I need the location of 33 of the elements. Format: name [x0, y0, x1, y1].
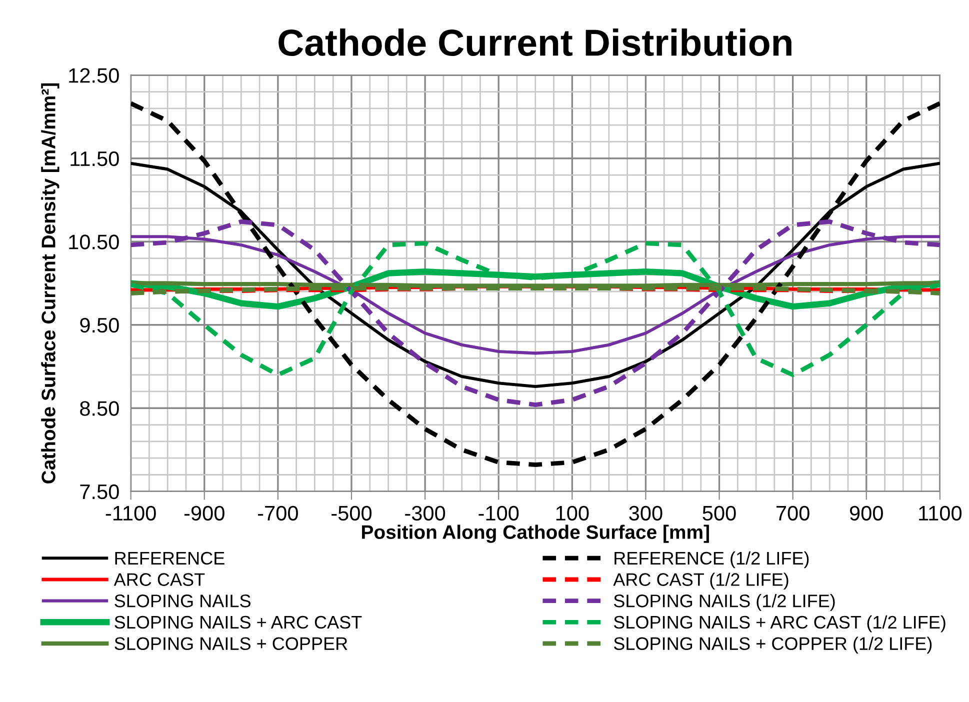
x-axis-title: Position Along Cathode Surface [mm] [362, 524, 709, 543]
y-axis-title: Cathode Surface Current Density [mA/mm²] [41, 83, 60, 484]
x-tick-label: -1100 [106, 506, 156, 521]
legend-label: SLOPING NAILS + COPPER (1/2 LIFE) [614, 636, 932, 654]
legend-label: REFERENCE [115, 552, 224, 565]
legend-label: SLOPING NAILS + COPPER [114, 637, 348, 650]
x-tick-label: -500 [332, 506, 372, 521]
y-tick-label: 7.50 [80, 484, 119, 500]
x-tick-label: -300 [405, 506, 446, 521]
x-tick-label: -100 [478, 506, 519, 521]
y-tick-label: 12.50 [69, 68, 119, 83]
x-tick-label: 700 [776, 506, 810, 521]
x-tick-label: 900 [850, 506, 883, 521]
x-tick-label: 300 [629, 506, 662, 521]
y-tick-label: 11.50 [70, 151, 119, 166]
legend-label: SLOPING NAILS + ARC CAST (1/2 LIFE) [614, 615, 946, 632]
x-tick-label: 100 [556, 506, 589, 521]
x-tick-label: -700 [258, 506, 298, 521]
line-series [130, 219, 940, 408]
x-tick-label: 1100 [919, 506, 962, 521]
legend-label: ARC CAST (1/2 LIFE) [613, 572, 788, 590]
chart-title: Cathode Current Distribution [278, 28, 792, 56]
y-tick-label: 10.50 [69, 234, 119, 250]
x-tick-label: 500 [702, 506, 736, 521]
y-tick-label: 8.50 [80, 401, 119, 416]
legend-label: SLOPING NAILS + ARC CAST [114, 616, 362, 629]
legend-label: ARC CAST [114, 573, 205, 586]
y-tick-label: 9.50 [80, 318, 119, 333]
x-tick-label: -900 [184, 506, 224, 521]
legend-label: SLOPING NAILS (1/2 LIFE) [614, 594, 835, 611]
line-series [130, 101, 940, 467]
legend-label: SLOPING NAILS [114, 594, 250, 608]
legend-label: REFERENCE (1/2 LIFE) [614, 551, 809, 568]
